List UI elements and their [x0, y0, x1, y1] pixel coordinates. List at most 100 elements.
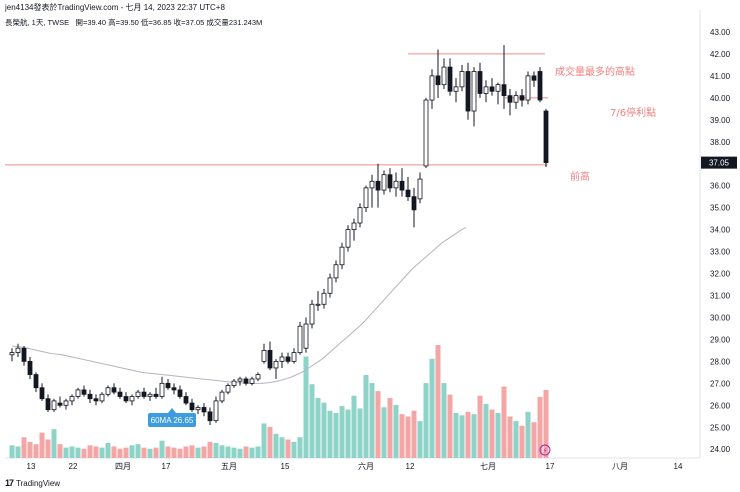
candle-body — [273, 360, 279, 369]
candle-body — [507, 95, 513, 103]
y-tick-label: 34.00 — [710, 226, 731, 235]
y-tick-label: 31.00 — [710, 291, 731, 300]
candle-body — [267, 349, 273, 369]
y-tick-label: 32.00 — [710, 270, 731, 279]
candle-body — [393, 180, 399, 189]
candle-body — [195, 407, 201, 411]
volume-bar — [63, 447, 69, 458]
candle-body — [231, 380, 237, 386]
candle-body — [357, 207, 363, 224]
volume-bar — [453, 413, 459, 458]
candle-body — [453, 86, 459, 92]
candle-body — [501, 84, 507, 97]
volume-bar — [147, 448, 153, 458]
volume-bar — [459, 415, 465, 458]
y-tick-label: 41.00 — [710, 72, 731, 81]
x-tick-label: 四月 — [115, 462, 131, 471]
candle-body — [483, 86, 489, 94]
candle-body — [423, 99, 429, 167]
volume-bar — [363, 374, 369, 458]
volume-bar — [357, 408, 363, 458]
volume-bar — [291, 441, 297, 458]
y-tick-label: 40.00 — [710, 94, 731, 103]
y-tick-label: 38.00 — [710, 138, 731, 147]
candle-body — [201, 407, 207, 413]
candle-body — [375, 180, 381, 191]
candle-body — [525, 75, 531, 101]
y-tick-label: 39.00 — [710, 116, 731, 125]
volume-bar — [315, 398, 321, 458]
candle-body — [279, 356, 285, 362]
volume-bar — [183, 446, 189, 458]
candle-body — [69, 396, 75, 402]
candle-body — [45, 398, 51, 411]
candle-body — [495, 84, 501, 92]
volume-bar — [507, 416, 513, 458]
candle-body — [153, 393, 159, 397]
y-tick-label: 28.00 — [710, 357, 731, 366]
candle-body — [405, 189, 411, 198]
y-tick-label: 25.00 — [710, 423, 731, 432]
volume-bar — [303, 356, 309, 458]
volume-bar — [39, 432, 45, 458]
volume-bar — [411, 410, 417, 458]
candle-body — [105, 387, 111, 395]
symbol-line: 長榮航, 1天, TWSE — [5, 18, 70, 27]
y-tick-label: 33.00 — [710, 248, 731, 257]
y-tick-label: 43.00 — [710, 28, 731, 37]
candle-body — [141, 391, 147, 397]
candle-body — [75, 389, 81, 397]
volume-bar — [345, 409, 351, 458]
x-tick-label: 14 — [674, 462, 683, 471]
volume-bar — [495, 413, 501, 458]
y-tick-label: 42.00 — [710, 50, 731, 59]
volume-bar — [219, 445, 225, 458]
volume-bar — [69, 446, 75, 458]
candle-body — [429, 75, 435, 101]
volume-bar — [321, 402, 327, 458]
candle-body — [93, 398, 99, 402]
candle-body — [81, 389, 87, 395]
volume-bar — [519, 425, 525, 458]
candle-body — [177, 389, 183, 397]
candle-body — [351, 222, 357, 231]
candle-body — [99, 393, 105, 402]
volume-bar — [393, 404, 399, 458]
ma60-line — [11, 226, 467, 384]
candle-body — [477, 71, 483, 94]
volume-bar — [531, 422, 537, 458]
candle-body — [27, 360, 33, 375]
candle-body — [63, 400, 69, 406]
volume-bar — [435, 345, 441, 458]
x-tick-label: 12 — [406, 462, 415, 471]
candle-body — [135, 391, 141, 397]
candle-body — [165, 382, 171, 389]
candle-body — [489, 86, 495, 92]
candle-body — [57, 402, 63, 406]
candle-body — [381, 174, 387, 191]
volume-bar — [381, 407, 387, 458]
candle-body — [315, 303, 321, 306]
volume-bar — [447, 394, 453, 458]
volume-bar — [369, 383, 375, 458]
volume-bar — [489, 409, 495, 458]
candle-body — [441, 66, 447, 86]
volume-bar — [159, 440, 165, 458]
volume-bar — [129, 445, 135, 458]
volume-bar — [51, 429, 57, 458]
candle-body — [435, 75, 441, 86]
volume-bar — [99, 447, 105, 458]
y-tick-label: 35.00 — [710, 204, 731, 213]
candle-body — [291, 352, 297, 362]
candle-body — [369, 180, 375, 189]
volume-bar — [201, 446, 207, 458]
candle-body — [147, 393, 153, 397]
last-price-label: 37.05 — [709, 159, 730, 168]
candle-body — [213, 400, 219, 422]
volume-bar — [327, 410, 333, 458]
candle-body — [21, 347, 27, 362]
candle-body — [51, 400, 57, 411]
volume-bar — [441, 383, 447, 458]
candle-body — [471, 71, 477, 112]
